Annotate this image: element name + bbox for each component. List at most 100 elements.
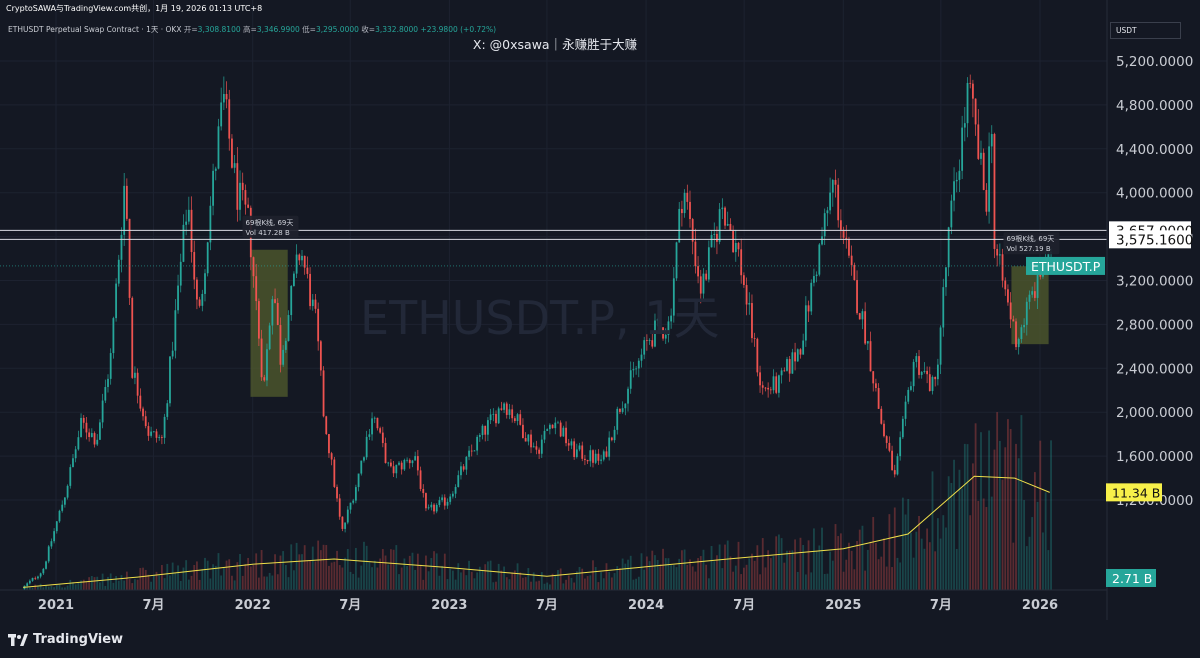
candle-body — [214, 168, 217, 171]
candle-body — [390, 462, 392, 467]
horizontal-lines[interactable] — [0, 229, 1107, 267]
candle-body — [726, 223, 729, 226]
candle-body — [872, 371, 875, 384]
candle-body — [276, 302, 279, 326]
volume-bar — [465, 575, 468, 590]
candle-body — [858, 313, 861, 320]
candle-body — [26, 583, 29, 586]
volume-bar — [37, 586, 39, 590]
volume-bar — [1009, 429, 1012, 590]
candle-body — [112, 318, 115, 354]
volume-bar — [212, 564, 214, 590]
candle-body — [740, 249, 743, 276]
candle-body — [451, 493, 454, 497]
candle-body — [484, 425, 487, 435]
candle-body — [1017, 339, 1020, 348]
candle-body — [228, 99, 231, 139]
volume-bar — [66, 585, 69, 590]
time-tick-label: 7月 — [733, 598, 755, 613]
volume-bar — [707, 578, 710, 590]
candle-body — [1025, 301, 1028, 325]
volume-bar — [651, 550, 654, 590]
volume-bar — [454, 579, 457, 590]
volume-bar — [969, 515, 972, 590]
volume-bar — [602, 578, 605, 590]
volume-bar — [414, 569, 417, 590]
range-label-bars: 69根K线, 69天 — [1006, 234, 1054, 243]
volume-bar — [247, 557, 250, 590]
candle-body — [478, 435, 481, 437]
candle-body — [360, 460, 363, 474]
volume-bar — [839, 533, 842, 590]
volume-bar — [767, 550, 770, 590]
candle-body — [993, 134, 996, 249]
volume-bar — [729, 556, 732, 590]
candle-body — [134, 372, 136, 378]
candle-body — [1028, 294, 1031, 302]
volume-bar — [546, 582, 549, 590]
volume-bar — [934, 551, 937, 590]
candle-body — [381, 432, 384, 444]
volume-bar — [360, 565, 363, 590]
volume-bar — [672, 565, 675, 590]
volume-bar — [694, 571, 697, 590]
candle-body — [988, 146, 990, 212]
volume-bar — [99, 582, 101, 590]
candle-body — [80, 417, 82, 438]
volume-bar — [271, 575, 274, 590]
candle-body — [293, 273, 295, 286]
price-axis[interactable]: 1,200.00001,600.00002,000.00002,400.0000… — [1026, 0, 1193, 620]
candle-body — [810, 282, 813, 312]
volume-bar — [47, 586, 50, 590]
volume-bar — [896, 557, 899, 590]
candle-body — [349, 502, 352, 510]
volume-bar — [675, 567, 678, 590]
candle-body — [772, 376, 775, 391]
volume-bar — [411, 552, 414, 590]
candle-body — [904, 401, 907, 419]
volume-bar — [616, 566, 619, 590]
volume-bar — [516, 563, 519, 590]
candle-body — [675, 242, 678, 279]
candle-body — [28, 580, 31, 584]
candle-body — [923, 370, 926, 372]
candle-body — [562, 427, 565, 437]
candle-body — [53, 531, 56, 542]
tradingview-logo[interactable]: TradingView — [8, 632, 123, 647]
volume-ma-layer — [23, 475, 1050, 588]
currency-selector[interactable]: USDT — [1110, 22, 1181, 39]
candle-body — [284, 340, 287, 350]
volume-bar — [791, 550, 794, 590]
volume-bar — [864, 570, 867, 590]
volume-bar — [972, 463, 974, 590]
candle-body — [570, 441, 573, 446]
candle-body — [573, 441, 576, 457]
volume-bar — [484, 564, 487, 590]
candle-body — [516, 414, 519, 421]
candle-body — [678, 208, 681, 243]
candle-body — [160, 436, 163, 438]
candle-body — [918, 356, 920, 375]
ohlc-high-label: 高= — [243, 25, 257, 34]
candle-body — [1004, 280, 1007, 290]
volume-bar — [654, 555, 656, 590]
volume-bar — [39, 583, 42, 590]
candle-body — [934, 376, 937, 380]
candle-body — [489, 414, 492, 421]
volume-bar — [559, 568, 562, 590]
volume-bar — [398, 574, 400, 590]
volume-bar — [489, 560, 492, 590]
volume-bar — [524, 577, 527, 590]
time-tick-label: 7月 — [143, 598, 165, 613]
volume-bar — [1044, 492, 1047, 590]
volume-bar — [55, 584, 58, 590]
time-axis[interactable]: 2021 7月 2022 7月 2023 7月 2024 7月 2025 7月 2026 — [0, 589, 1107, 613]
symbol-watermark: ETHUSDT.P, 1天 — [360, 291, 720, 345]
candle-body — [1033, 291, 1036, 298]
volume-bar — [290, 544, 293, 590]
volume-bar — [457, 563, 460, 590]
range-label-bars: 69根K线, 69天 — [246, 218, 294, 227]
volume-bar — [152, 574, 155, 590]
volume-bar — [508, 579, 511, 590]
